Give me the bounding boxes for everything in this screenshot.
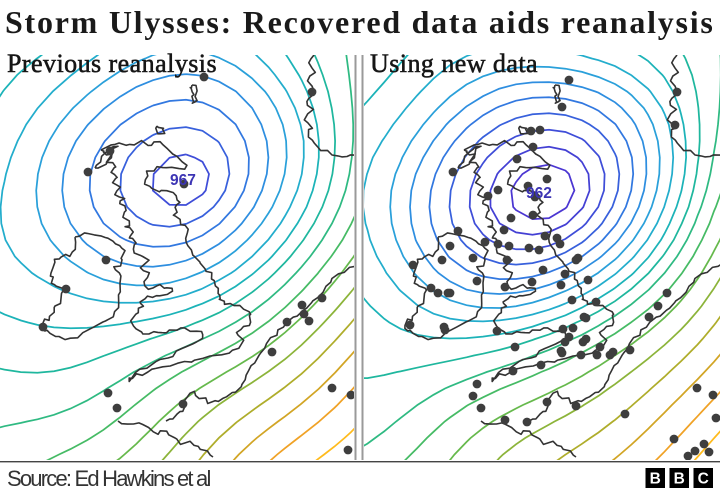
svg-text:967: 967 bbox=[170, 172, 196, 189]
svg-text:B: B bbox=[650, 471, 661, 488]
svg-text:C: C bbox=[698, 471, 709, 488]
svg-text:B: B bbox=[674, 471, 685, 488]
svg-text:962: 962 bbox=[526, 185, 552, 202]
